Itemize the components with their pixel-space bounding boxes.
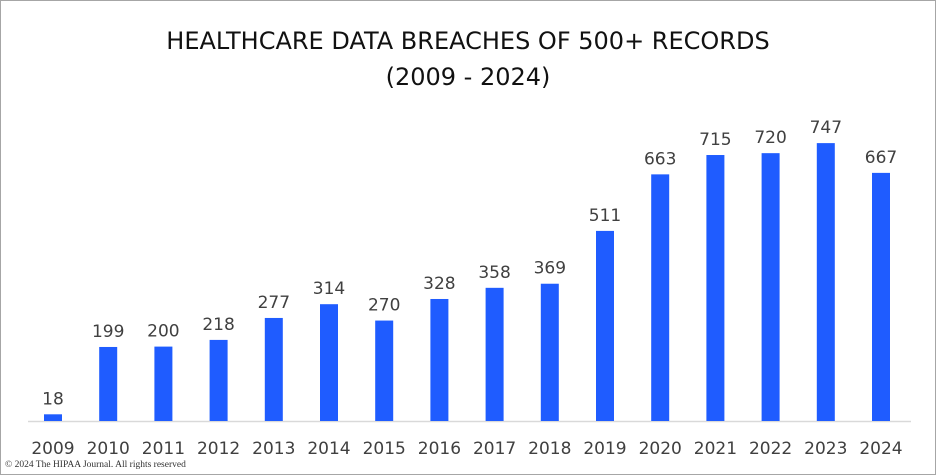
x-tick-label: 2023 xyxy=(804,439,847,459)
data-label: 720 xyxy=(754,128,786,148)
data-label: 314 xyxy=(313,279,345,299)
x-tick-label: 2016 xyxy=(418,439,461,459)
data-label: 199 xyxy=(92,322,124,342)
bar-2022 xyxy=(761,153,780,421)
data-label: 328 xyxy=(423,274,455,294)
bar-2021 xyxy=(706,155,725,421)
bar-2017 xyxy=(485,287,504,421)
x-tick-label: 2012 xyxy=(197,439,240,459)
data-label: 511 xyxy=(589,206,621,226)
x-tick-label: 2022 xyxy=(749,439,792,459)
data-label: 358 xyxy=(478,263,510,283)
data-label: 747 xyxy=(810,118,842,138)
bar-2016 xyxy=(430,298,449,421)
x-tick-label: 2017 xyxy=(473,439,516,459)
chart-title: HEALTHCARE DATA BREACHES OF 500+ RECORDS xyxy=(166,27,770,55)
bar-2013 xyxy=(264,317,283,421)
bar-2023 xyxy=(816,143,835,421)
x-tick-label: 2018 xyxy=(528,439,571,459)
data-label: 715 xyxy=(699,130,731,150)
data-label: 277 xyxy=(258,293,290,313)
bar-2014 xyxy=(320,304,338,421)
x-tick-label: 2021 xyxy=(694,439,737,459)
data-label: 270 xyxy=(368,296,400,316)
bar-2010 xyxy=(99,346,118,421)
data-label: 218 xyxy=(202,315,234,335)
x-tick-label: 2011 xyxy=(142,439,185,459)
x-tick-label: 2020 xyxy=(639,439,682,459)
data-label: 663 xyxy=(644,149,676,169)
copyright-notice: © 2024 The HIPAA Journal. All rights res… xyxy=(5,460,186,470)
x-tick-label: 2014 xyxy=(307,439,350,459)
bar-2020 xyxy=(651,174,670,421)
data-label: 200 xyxy=(147,322,179,342)
bar-2018 xyxy=(540,283,559,421)
x-tick-label: 2024 xyxy=(859,439,902,459)
data-label: 667 xyxy=(865,148,897,168)
x-tick-label: 2013 xyxy=(252,439,295,459)
x-tick-label: 2015 xyxy=(363,439,406,459)
data-label: 369 xyxy=(534,259,566,279)
bar-2024 xyxy=(872,172,890,421)
data-label: 18 xyxy=(42,389,64,409)
x-tick-label: 2019 xyxy=(583,439,626,459)
bar-2015 xyxy=(375,320,394,421)
chart-subtitle: (2009 - 2024) xyxy=(385,63,551,91)
bar-2012 xyxy=(209,339,228,421)
x-tick-label: 2010 xyxy=(87,439,130,459)
x-tick-label: 2009 xyxy=(31,439,74,459)
bar-2009 xyxy=(44,414,62,421)
bar-2011 xyxy=(154,346,173,421)
bar-2019 xyxy=(596,230,614,421)
